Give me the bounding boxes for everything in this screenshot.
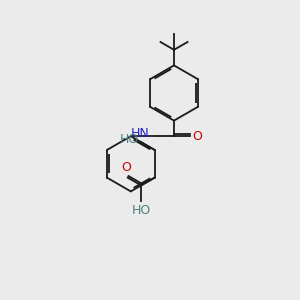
Text: O: O [121,161,131,174]
Text: HO: HO [132,204,151,217]
Text: O: O [192,130,202,143]
Text: HN: HN [131,127,150,140]
Text: HO: HO [119,133,139,146]
